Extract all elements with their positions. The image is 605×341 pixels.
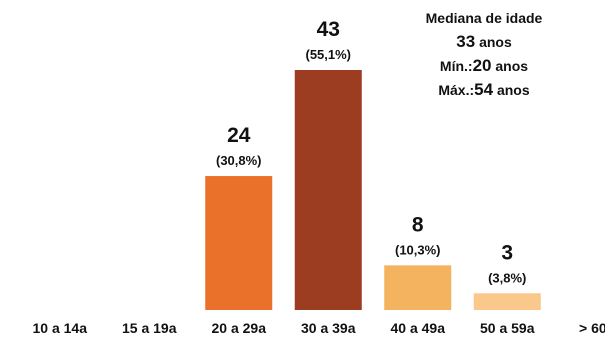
bar-percent-label: (10,3%) <box>395 242 441 257</box>
bar-value-label: 43 <box>317 18 340 41</box>
min-unit: anos <box>495 58 529 74</box>
age-summary-box: Mediana de idade 33 anos Mín.:20 anos Má… <box>404 6 564 102</box>
bar-percent-label: (30,8%) <box>216 153 262 168</box>
x-tick-label: 30 a 39a <box>301 320 356 336</box>
x-tick-label: 40 a 49a <box>391 320 446 336</box>
bar <box>205 176 273 310</box>
bar <box>473 293 541 310</box>
x-tick-label: 15 a 19a <box>122 320 177 336</box>
summary-max: Máx.:54 anos <box>404 78 564 102</box>
bar-percent-label: (3,8%) <box>488 270 526 285</box>
min-label: Mín.: <box>439 58 473 74</box>
median-unit: anos <box>479 34 512 50</box>
x-tick-label: 50 a 59a <box>480 320 535 336</box>
bar-value-label: 8 <box>412 213 424 236</box>
min-value: 20 <box>472 56 492 75</box>
bar-percent-label: (55,1%) <box>305 47 351 62</box>
x-tick-label: 10 a 14a <box>33 320 88 336</box>
bar-value-label: 24 <box>227 124 251 147</box>
max-value: 54 <box>474 80 494 99</box>
median-value: 33 <box>456 32 476 51</box>
summary-median: 33 anos <box>404 30 564 54</box>
summary-min: Mín.:20 anos <box>404 54 564 78</box>
x-tick-label: > 60a <box>579 320 605 336</box>
bar-value-label: 3 <box>501 241 513 264</box>
x-tick-label: 20 a 29a <box>212 320 267 336</box>
bar <box>294 70 362 310</box>
max-label: Máx.: <box>438 82 475 98</box>
max-unit: anos <box>496 82 530 98</box>
summary-heading: Mediana de idade <box>425 10 543 26</box>
bar <box>384 265 452 310</box>
